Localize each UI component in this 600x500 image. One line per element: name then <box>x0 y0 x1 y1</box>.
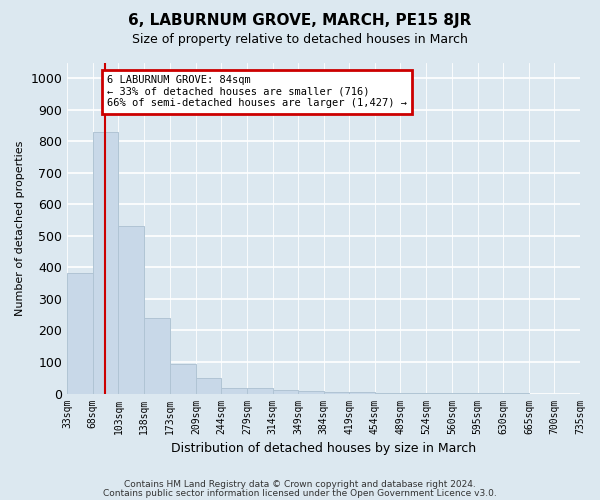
X-axis label: Distribution of detached houses by size in March: Distribution of detached houses by size … <box>171 442 476 455</box>
Text: 6, LABURNUM GROVE, MARCH, PE15 8JR: 6, LABURNUM GROVE, MARCH, PE15 8JR <box>128 12 472 28</box>
Bar <box>247 388 272 394</box>
Text: Contains public sector information licensed under the Open Government Licence v3: Contains public sector information licen… <box>103 488 497 498</box>
Y-axis label: Number of detached properties: Number of detached properties <box>15 140 25 316</box>
Bar <box>118 226 144 394</box>
Bar <box>221 388 247 394</box>
Text: 6 LABURNUM GROVE: 84sqm
← 33% of detached houses are smaller (716)
66% of semi-d: 6 LABURNUM GROVE: 84sqm ← 33% of detache… <box>107 75 407 108</box>
Bar <box>93 132 118 394</box>
Bar <box>272 390 298 394</box>
Bar <box>144 318 170 394</box>
Bar <box>349 392 375 394</box>
Bar <box>196 378 221 394</box>
Bar <box>67 273 93 394</box>
Bar <box>426 393 452 394</box>
Bar <box>323 392 349 394</box>
Text: Size of property relative to detached houses in March: Size of property relative to detached ho… <box>132 32 468 46</box>
Bar <box>375 392 400 394</box>
Bar <box>170 364 196 394</box>
Bar <box>400 393 426 394</box>
Text: Contains HM Land Registry data © Crown copyright and database right 2024.: Contains HM Land Registry data © Crown c… <box>124 480 476 489</box>
Bar <box>298 391 323 394</box>
